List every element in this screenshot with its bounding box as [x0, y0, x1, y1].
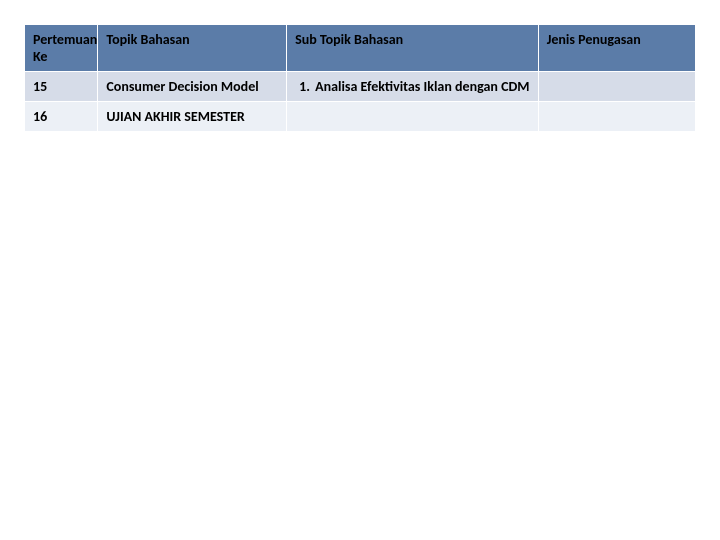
col-header-pertemuan: Pertemuan Ke [25, 25, 98, 72]
sub-item: Analisa Efektivitas Iklan dengan CDM [313, 78, 530, 95]
cell-sub: Analisa Efektivitas Iklan dengan CDM [287, 72, 539, 102]
syllabus-table: Pertemuan Ke Topik Bahasan Sub Topik Bah… [24, 24, 696, 132]
cell-pertemuan: 15 [25, 72, 98, 102]
table-row: 16 UJIAN AKHIR SEMESTER [25, 102, 696, 132]
cell-topik: UJIAN AKHIR SEMESTER [98, 102, 287, 132]
cell-jenis [538, 102, 695, 132]
col-header-topik: Topik Bahasan [98, 25, 287, 72]
col-header-jenis: Jenis Penugasan [538, 25, 695, 72]
cell-jenis [538, 72, 695, 102]
cell-pertemuan: 16 [25, 102, 98, 132]
table-row: 15 Consumer Decision Model Analisa Efekt… [25, 72, 696, 102]
sub-list: Analisa Efektivitas Iklan dengan CDM [295, 78, 530, 95]
cell-topik: Consumer Decision Model [98, 72, 287, 102]
col-header-sub: Sub Topik Bahasan [287, 25, 539, 72]
table-header-row: Pertemuan Ke Topik Bahasan Sub Topik Bah… [25, 25, 696, 72]
cell-sub [287, 102, 539, 132]
